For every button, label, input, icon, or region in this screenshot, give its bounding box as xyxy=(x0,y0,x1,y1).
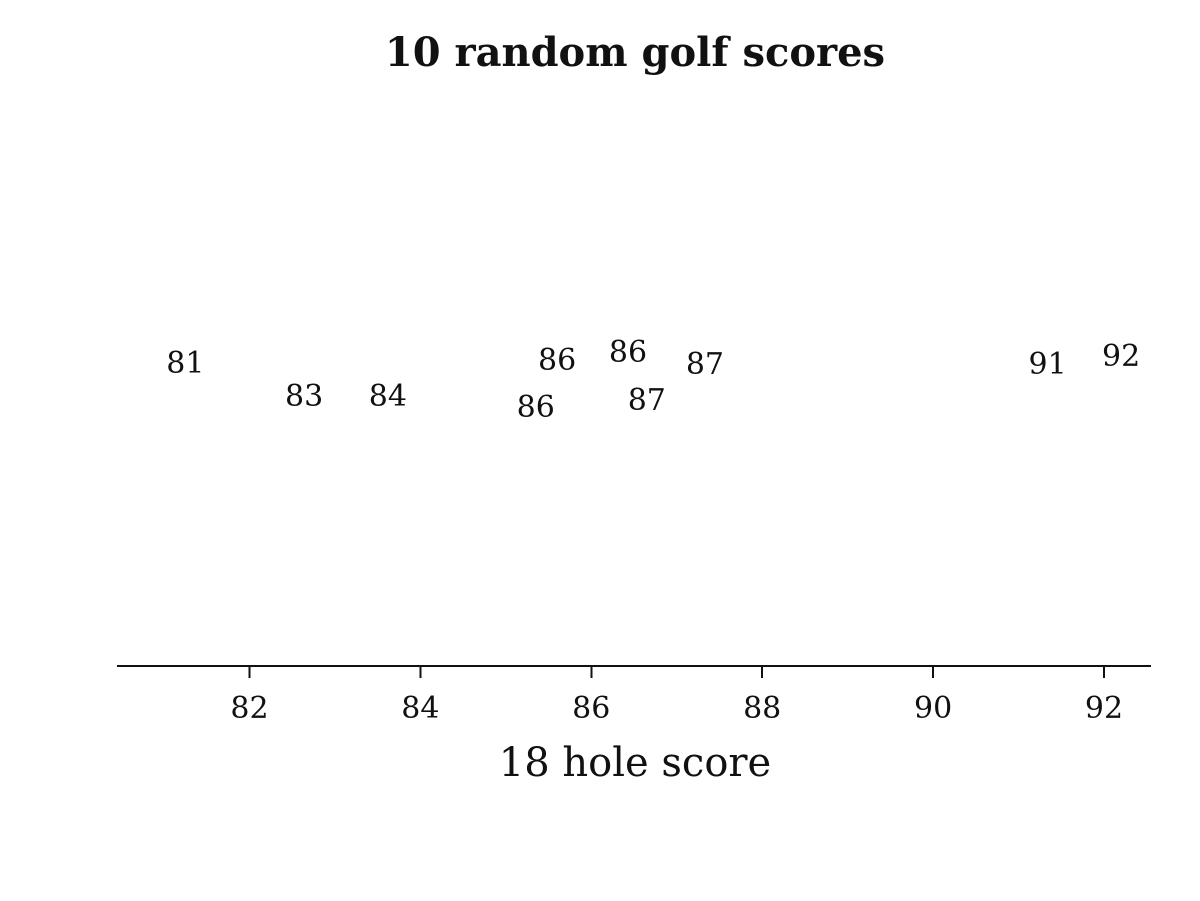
x-tick-label: 86 xyxy=(572,691,610,726)
data-point-label: 84 xyxy=(369,379,407,414)
data-point-label: 87 xyxy=(686,347,724,382)
x-axis-ticks: 82 84 86 88 90 92 xyxy=(230,666,1123,726)
data-point-label: 81 xyxy=(166,346,204,381)
data-point-label: 86 xyxy=(517,390,555,425)
x-tick-label: 84 xyxy=(401,691,439,726)
data-point-label: 91 xyxy=(1029,347,1067,382)
x-tick-label: 88 xyxy=(743,691,781,726)
chart-title: 10 random golf scores xyxy=(385,29,885,76)
data-point-label: 86 xyxy=(609,335,647,370)
plot-area: 81 83 84 86 86 86 87 87 91 92 xyxy=(166,335,1140,425)
data-point-label: 86 xyxy=(538,343,576,378)
x-tick-label: 82 xyxy=(230,691,268,726)
x-tick-label: 90 xyxy=(914,691,952,726)
x-tick-label: 92 xyxy=(1085,691,1123,726)
data-point-label: 87 xyxy=(628,383,666,418)
data-point-label: 92 xyxy=(1102,339,1140,374)
x-axis-label: 18 hole score xyxy=(499,740,771,786)
data-point-label: 83 xyxy=(285,379,323,414)
